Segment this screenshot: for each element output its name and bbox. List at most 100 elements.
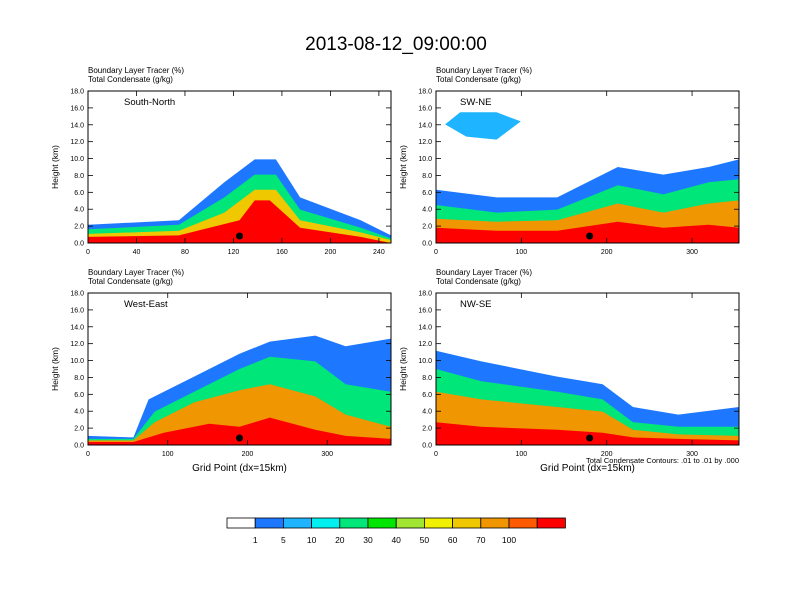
x-tick-label: 200 <box>601 451 613 458</box>
y-tick-label: 2.0 <box>422 224 432 231</box>
y-tick-label: 0.0 <box>74 443 84 450</box>
y-axis-label: Height (km) <box>398 145 408 189</box>
shading-band <box>436 221 739 243</box>
panel-label: NW-SE <box>460 299 492 310</box>
panel-title-line: Boundary Layer Tracer (%) <box>88 66 184 75</box>
colorbar-label: 20 <box>335 535 345 545</box>
location-marker <box>236 434 243 442</box>
shading-band <box>445 112 521 140</box>
colorbar-swatch <box>367 517 397 529</box>
colorbar-swatch <box>311 517 341 529</box>
y-tick-label: 14.0 <box>70 324 84 331</box>
y-tick-label: 6.0 <box>422 392 432 399</box>
colorbar-swatch <box>423 517 453 529</box>
y-tick-label: 12.0 <box>70 139 84 146</box>
plot-frame <box>435 90 740 244</box>
x-axis-label: Grid Point (dx=15km) <box>192 463 287 474</box>
y-tick-label: 10.0 <box>70 156 84 163</box>
panel-title-line: Total Condensate (g/kg) <box>436 75 521 84</box>
panel-south-north: Boundary Layer Tracer (%)Total Condensat… <box>50 66 392 256</box>
panel-label: SW-NE <box>460 97 492 108</box>
y-tick-label: 18.0 <box>70 291 84 298</box>
y-tick-label: 12.0 <box>70 341 84 348</box>
x-tick-label: 40 <box>133 249 141 256</box>
y-tick-label: 10.0 <box>418 358 432 365</box>
y-tick-label: 0.0 <box>422 241 432 248</box>
colorbar-label: 40 <box>391 535 401 545</box>
x-tick-label: 120 <box>228 249 240 256</box>
colorbar-swatch <box>282 517 312 529</box>
y-tick-label: 6.0 <box>74 392 84 399</box>
panel-sw-ne: Boundary Layer Tracer (%)Total Condensat… <box>398 66 740 256</box>
y-tick-label: 12.0 <box>418 139 432 146</box>
y-axis-label: Height (km) <box>50 145 60 189</box>
x-axis-label: Grid Point (dx=15km) <box>540 463 635 474</box>
panel-title-line: Total Condensate (g/kg) <box>88 277 173 286</box>
x-tick-label: 200 <box>601 249 613 256</box>
x-tick-label: 300 <box>686 451 698 458</box>
colorbar-label: 70 <box>476 535 486 545</box>
x-tick-label: 100 <box>516 451 528 458</box>
y-tick-label: 14.0 <box>70 122 84 129</box>
y-tick-label: 18.0 <box>418 291 432 298</box>
y-tick-label: 6.0 <box>422 190 432 197</box>
y-tick-label: 16.0 <box>418 307 432 314</box>
colorbar-label: 50 <box>420 535 430 545</box>
contour-footnote: Total Condensate Contours: .01 to .01 by… <box>586 456 739 465</box>
colorbar-swatch <box>226 517 256 529</box>
plot-frame <box>87 90 392 244</box>
y-tick-label: 16.0 <box>418 105 432 112</box>
panel-title-line: Boundary Layer Tracer (%) <box>436 268 532 277</box>
panel-west-east: Boundary Layer Tracer (%)Total Condensat… <box>50 268 392 474</box>
colorbar-label: 1 <box>253 535 258 545</box>
plot-frame <box>87 292 392 446</box>
y-tick-label: 8.0 <box>74 375 84 382</box>
y-tick-label: 2.0 <box>74 224 84 231</box>
colorbar: 1 5 10 20 30 40 50 60 70 100 <box>226 517 566 545</box>
y-tick-label: 6.0 <box>74 190 84 197</box>
panel-title-line: Total Condensate (g/kg) <box>88 75 173 84</box>
x-tick-label: 200 <box>325 249 337 256</box>
y-tick-label: 18.0 <box>70 89 84 96</box>
panels: Boundary Layer Tracer (%)Total Condensat… <box>50 66 740 474</box>
x-tick-label: 100 <box>162 451 174 458</box>
colorbar-label: 60 <box>448 535 458 545</box>
y-tick-label: 12.0 <box>418 341 432 348</box>
colorbar-swatch <box>254 517 284 529</box>
panel-label: South-North <box>124 97 175 108</box>
y-tick-label: 16.0 <box>70 105 84 112</box>
y-axis-label: Height (km) <box>398 347 408 391</box>
y-tick-label: 4.0 <box>74 207 84 214</box>
colorbar-label: 5 <box>281 535 286 545</box>
y-tick-label: 2.0 <box>74 426 84 433</box>
x-tick-label: 100 <box>516 249 528 256</box>
x-tick-label: 0 <box>434 249 438 256</box>
colorbar-swatch <box>508 517 538 529</box>
location-marker <box>236 232 243 240</box>
y-tick-label: 4.0 <box>422 207 432 214</box>
main-title: 2013-08-12_09:00:00 <box>305 34 487 55</box>
x-tick-label: 200 <box>242 451 254 458</box>
x-tick-label: 300 <box>686 249 698 256</box>
panel-label: West-East <box>124 299 168 310</box>
y-tick-label: 14.0 <box>418 324 432 331</box>
y-tick-label: 14.0 <box>418 122 432 129</box>
y-tick-label: 10.0 <box>418 156 432 163</box>
colorbar-swatch <box>395 517 425 529</box>
colorbar-swatch <box>339 517 369 529</box>
shading-band <box>88 189 391 243</box>
panel-title-line: Total Condensate (g/kg) <box>436 277 521 286</box>
plot-frame <box>435 292 740 446</box>
x-tick-label: 0 <box>86 249 90 256</box>
colorbar-swatch <box>480 517 510 529</box>
x-tick-label: 300 <box>321 451 333 458</box>
x-tick-label: 0 <box>434 451 438 458</box>
colorbar-swatch <box>452 517 482 529</box>
y-tick-label: 4.0 <box>422 409 432 416</box>
colorbar-swatch <box>536 517 566 529</box>
y-tick-label: 10.0 <box>70 358 84 365</box>
x-tick-label: 240 <box>373 249 385 256</box>
panel-title-line: Boundary Layer Tracer (%) <box>436 66 532 75</box>
colorbar-label: 100 <box>502 535 516 545</box>
